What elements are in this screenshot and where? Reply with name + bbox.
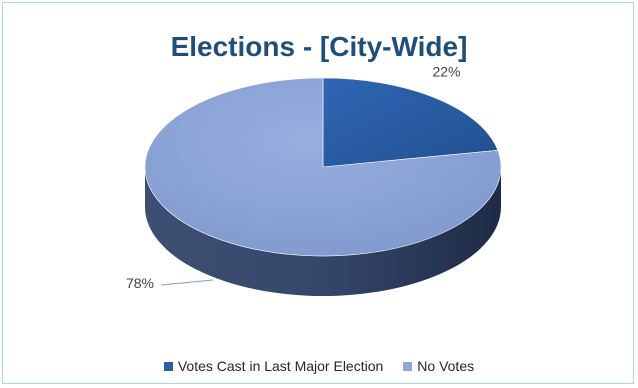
chart-frame: Elections - [City-Wide] 22% 78% Votes Cas… [2,2,634,384]
pie-chart: 22% 78% [126,63,502,296]
data-label-leader-no-votes [160,279,214,286]
data-label-votes-cast: 22% [432,63,460,79]
legend-item-votes-cast: Votes Cast in Last Major Election [163,358,384,374]
legend: Votes Cast in Last Major Election No Vot… [3,358,635,374]
legend-label-no-votes: No Votes [417,358,475,374]
pie-side-wall [145,167,501,296]
legend-swatch-votes-cast [163,361,173,371]
data-labels-group: 22% 78% [126,63,460,291]
legend-swatch-no-votes [403,361,413,371]
legend-label-votes-cast: Votes Cast in Last Major Election [177,358,384,374]
legend-item-no-votes: No Votes [403,358,474,374]
pie-slice-no-votes [144,77,502,257]
data-label-no-votes: 78% [126,275,154,291]
chart-title: Elections - [City-Wide] [170,31,468,62]
pie-slice-votes-cast [322,77,499,168]
pie-slices-group [144,77,502,296]
